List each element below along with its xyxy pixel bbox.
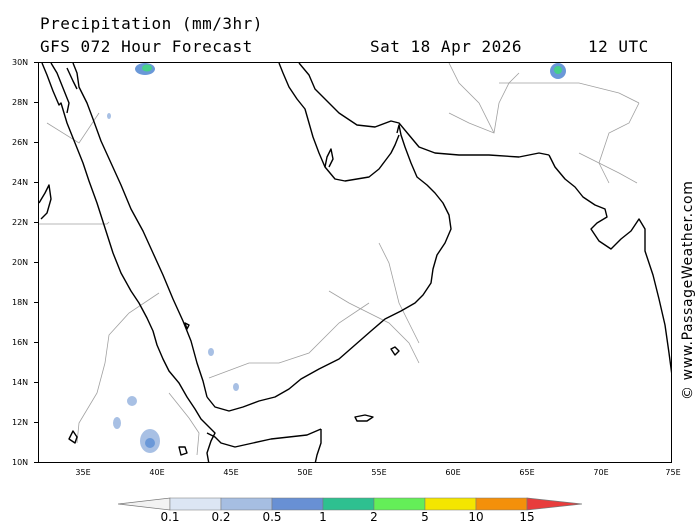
legend-value-10: 10 [468,510,484,524]
lon-label-45e: 45E [223,468,239,477]
legend-arrow-high [526,497,582,511]
legend-swatch-0.2-0.5 [220,497,273,511]
lon-label-65e: 65E [519,468,535,477]
legend-value-5: 5 [421,510,429,524]
legend-swatch-1-2 [322,497,375,511]
lat-label-10n: 10N [12,458,29,467]
precip-cell-hijaz [107,113,111,119]
lat-label-14n: 14N [12,378,29,387]
precip-cell-ethiopia-a [127,396,137,406]
precipitation-legend [118,497,582,511]
forecast-date-label: Sat 18 Apr 2026 [370,37,522,56]
precip-cell-yemen-b [233,383,239,391]
legend-swatch-0.5-1 [271,497,324,511]
map-title: Precipitation (mm/3hr) [40,14,263,33]
legend-value-0.1: 0.1 [160,510,180,524]
legend-value-0.5: 0.5 [262,510,282,524]
lat-label-20n: 20N [12,258,29,267]
precipitation-overlay [107,63,566,453]
legend-value-2: 2 [370,510,378,524]
lat-label-12n: 12N [12,418,29,427]
coastlines [39,63,671,462]
legend-swatch-2-5 [373,497,426,511]
lon-label-60e: 60E [445,468,461,477]
lon-label-55e: 55E [371,468,387,477]
precip-cell-ethiopia-b [113,417,121,429]
legend-swatch-10-15 [475,497,528,511]
lat-label-26n: 26N [12,138,29,147]
lat-label-24n: 24N [12,178,29,187]
precip-cell-ethiopia-core [145,438,155,448]
forecast-time-label: 12 UTC [588,37,649,56]
legend-value-1: 1 [319,510,327,524]
lat-label-28n: 28N [12,98,29,107]
lat-label-16n: 16N [12,338,29,347]
lon-label-70e: 70E [593,468,609,477]
legend-arrow-low [118,497,171,511]
precip-cell-yemen-a [208,348,214,356]
precip-cell-north-levant-core [142,64,152,72]
legend-value-15: 15 [519,510,535,524]
lat-label-30n: 30N [12,58,29,67]
lon-label-50e: 50E [297,468,313,477]
legend-swatch-5-10 [424,497,477,511]
lat-label-18n: 18N [12,298,29,307]
country-borders [39,63,640,456]
lon-label-75e: 75E [665,468,681,477]
lon-label-35e: 35E [75,468,91,477]
map-frame [38,62,672,463]
legend-swatch-0.1-0.2 [169,497,222,511]
lat-label-22n: 22N [12,218,29,227]
passageweather-credit: © www.PassageWeather.com [680,180,696,400]
lon-label-40e: 40E [149,468,165,477]
precip-cell-north-afghanistan-core [554,66,562,74]
map-canvas [39,63,671,462]
legend-value-0.2: 0.2 [211,510,231,524]
forecast-model-label: GFS 072 Hour Forecast [40,37,253,56]
